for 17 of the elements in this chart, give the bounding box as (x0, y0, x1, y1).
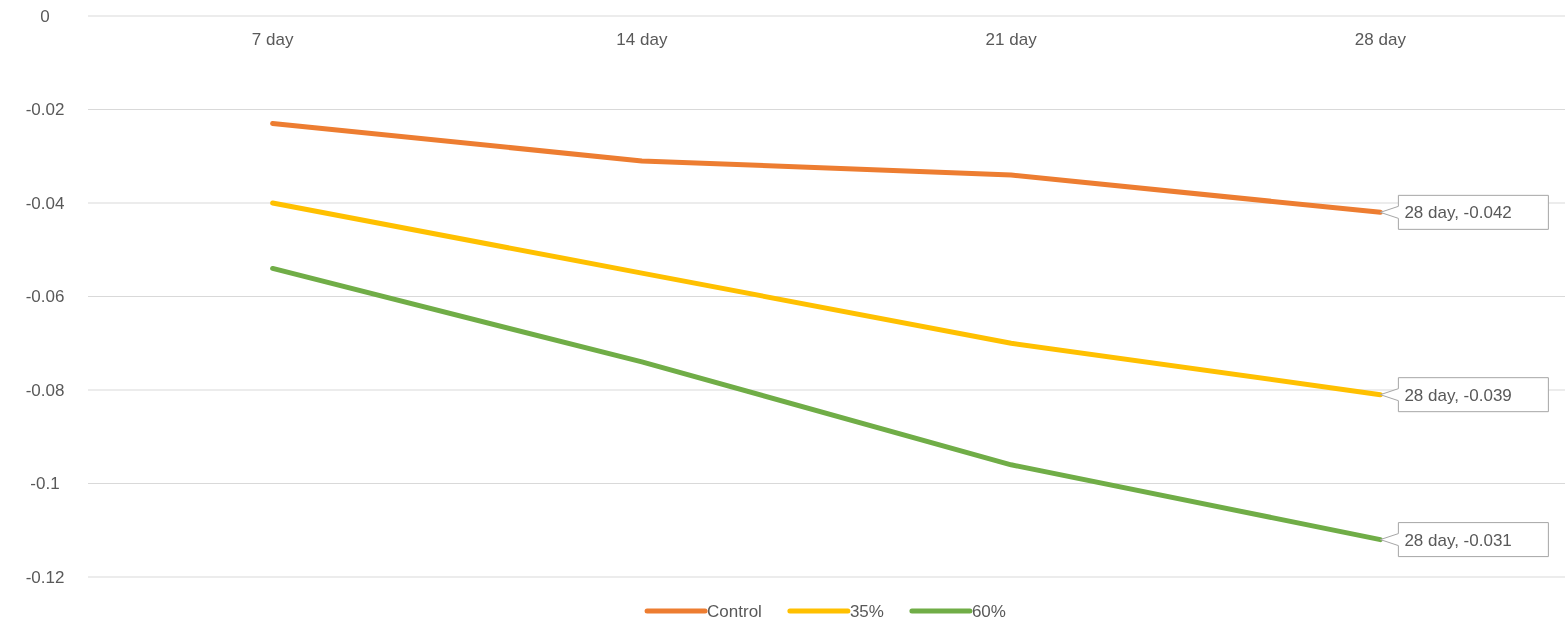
annotation: 28 day, -0.042 (1404, 203, 1512, 223)
y-tick-label: -0.02 (25, 100, 65, 120)
y-tick-label: -0.08 (25, 380, 65, 400)
y-tick-label: -0.04 (25, 193, 65, 213)
x-tick-label: 7 day (251, 30, 294, 49)
annotation: 28 day, -0.039 (1404, 385, 1512, 405)
annotation: 28 day, -0.031 (1404, 530, 1512, 550)
legend-label: Control (707, 602, 762, 621)
y-tick-label: -0.12 (25, 567, 65, 587)
x-tick-label: 21 day (985, 30, 1038, 49)
x-tick-label: 14 day (616, 30, 668, 49)
x-tick-label: 28 day (1354, 30, 1407, 49)
legend-label: 35% (849, 602, 884, 621)
legend-label: 60% (971, 602, 1006, 621)
y-tick-label: -0.06 (25, 287, 65, 307)
y-tick-label: -0.1 (30, 474, 60, 494)
y-tick-label: 0 (40, 6, 50, 26)
